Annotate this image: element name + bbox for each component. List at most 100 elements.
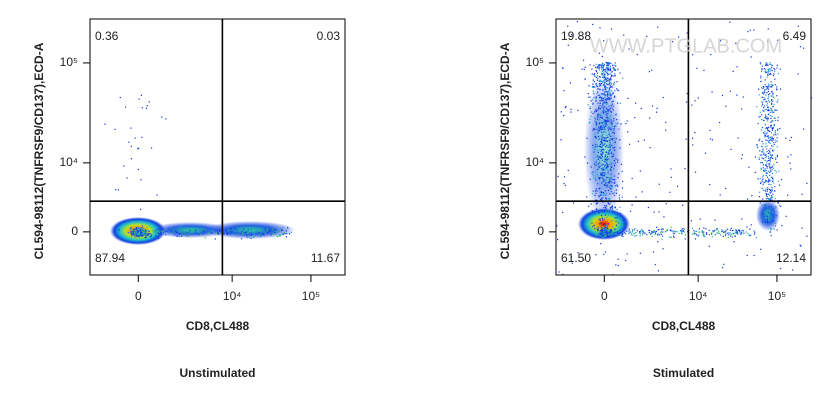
event-dot bbox=[605, 211, 607, 213]
event-dot bbox=[588, 85, 590, 87]
event-dot bbox=[617, 102, 619, 104]
event-dot bbox=[676, 185, 679, 187]
event-dot bbox=[652, 231, 654, 233]
event-dot bbox=[768, 180, 770, 182]
event-dot bbox=[768, 149, 770, 151]
event-dot bbox=[614, 182, 616, 184]
event-dot bbox=[132, 229, 134, 231]
event-dot bbox=[655, 111, 658, 113]
event-dot bbox=[610, 81, 612, 84]
event-dot bbox=[604, 111, 606, 113]
event-dot bbox=[692, 144, 694, 146]
event-dot bbox=[746, 226, 748, 228]
event-dot bbox=[130, 231, 132, 233]
event-dot bbox=[609, 213, 611, 215]
event-dot bbox=[760, 80, 762, 83]
event-dot bbox=[608, 87, 610, 89]
event-dot bbox=[626, 120, 628, 122]
event-dot bbox=[179, 226, 181, 228]
event-dot bbox=[773, 73, 775, 75]
event-dot bbox=[142, 227, 145, 229]
event-dot bbox=[727, 232, 729, 234]
event-dot bbox=[620, 163, 622, 165]
event-dot bbox=[761, 151, 763, 153]
event-dot bbox=[607, 236, 609, 238]
event-dot bbox=[607, 78, 609, 80]
event-dot bbox=[606, 216, 608, 219]
event-dot bbox=[592, 225, 594, 227]
event-dot bbox=[769, 86, 771, 88]
event-dot bbox=[607, 119, 609, 121]
event-dot bbox=[609, 161, 611, 163]
event-dot bbox=[773, 117, 775, 119]
event-dot bbox=[769, 171, 771, 173]
event-dot bbox=[602, 66, 605, 68]
event-dot bbox=[797, 73, 799, 75]
event-dot bbox=[631, 234, 633, 236]
event-dot bbox=[776, 129, 779, 132]
event-dot bbox=[611, 107, 613, 109]
event-dot bbox=[596, 128, 598, 130]
event-dot bbox=[772, 216, 774, 218]
event-dot bbox=[766, 71, 768, 73]
event-dot bbox=[104, 123, 106, 125]
event-dot bbox=[767, 40, 769, 42]
event-dot bbox=[156, 233, 158, 235]
event-dot bbox=[608, 98, 610, 101]
event-dot bbox=[705, 228, 707, 230]
event-dot bbox=[613, 232, 615, 234]
event-dot bbox=[777, 99, 779, 101]
event-dot bbox=[131, 233, 133, 235]
event-dot bbox=[605, 158, 607, 161]
event-dot bbox=[654, 263, 656, 266]
event-dot bbox=[606, 95, 609, 97]
event-dot bbox=[600, 243, 602, 245]
event-dot bbox=[603, 234, 605, 236]
event-dot bbox=[598, 128, 600, 130]
event-dot bbox=[599, 155, 601, 158]
event-dot bbox=[596, 79, 598, 81]
event-dot bbox=[759, 178, 761, 180]
event-dot bbox=[133, 228, 135, 230]
event-dot bbox=[604, 172, 606, 174]
event-dot bbox=[225, 230, 228, 232]
event-dot bbox=[230, 227, 232, 230]
event-dot bbox=[797, 25, 799, 27]
event-dot bbox=[165, 118, 167, 120]
event-dot bbox=[771, 214, 773, 216]
event-dot bbox=[735, 232, 737, 235]
event-dot bbox=[600, 226, 603, 228]
event-dot bbox=[602, 232, 604, 234]
event-dot bbox=[704, 235, 706, 238]
event-dot bbox=[159, 231, 161, 233]
event-dot bbox=[276, 232, 278, 234]
event-dot bbox=[217, 231, 219, 233]
event-dot bbox=[606, 233, 609, 235]
event-dot bbox=[610, 191, 612, 193]
event-dot bbox=[607, 172, 609, 174]
event-dot bbox=[202, 231, 205, 233]
event-dot bbox=[719, 194, 721, 196]
event-dot bbox=[620, 230, 622, 232]
event-dot bbox=[602, 236, 604, 239]
event-dot bbox=[774, 139, 776, 141]
event-dot bbox=[628, 232, 630, 235]
event-dot bbox=[756, 106, 758, 108]
event-dot bbox=[612, 66, 614, 68]
event-dot bbox=[599, 83, 601, 85]
event-dot bbox=[594, 111, 596, 113]
event-dot bbox=[598, 177, 601, 179]
event-dot bbox=[600, 80, 602, 83]
event-dot bbox=[138, 236, 141, 239]
event-dot bbox=[762, 148, 764, 150]
event-dot bbox=[604, 85, 606, 88]
event-dot bbox=[770, 86, 772, 88]
event-dot bbox=[594, 143, 596, 146]
event-dot bbox=[595, 137, 597, 139]
event-dot bbox=[608, 117, 610, 119]
event-dot bbox=[583, 259, 585, 261]
event-dot bbox=[270, 231, 272, 233]
event-dot bbox=[694, 230, 696, 233]
event-dot bbox=[766, 195, 768, 198]
